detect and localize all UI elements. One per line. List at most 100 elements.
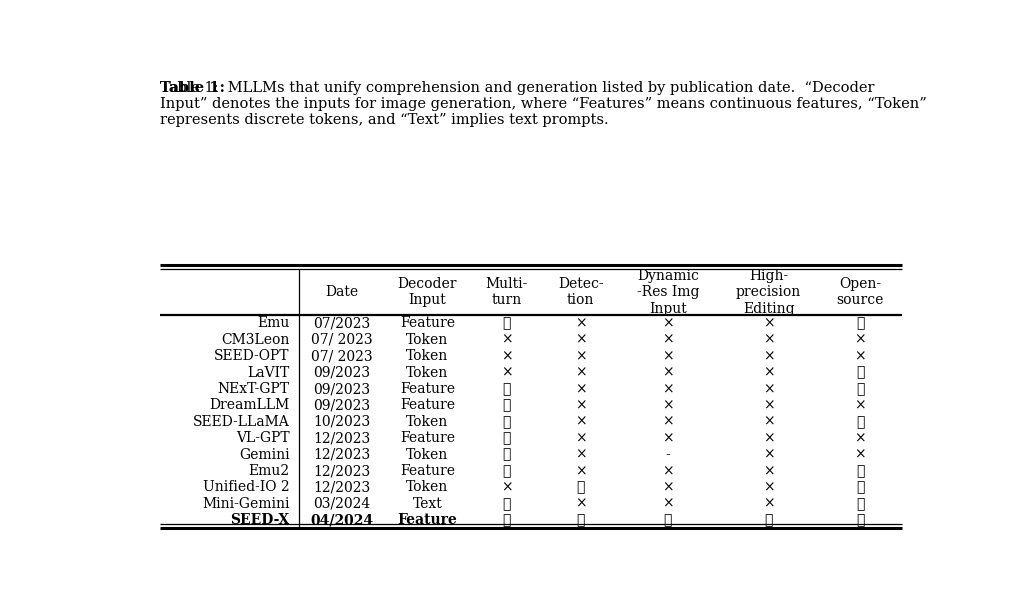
Text: ×: × <box>763 333 774 347</box>
Text: Token: Token <box>407 448 449 462</box>
Text: NExT-GPT: NExT-GPT <box>218 382 290 396</box>
Text: Token: Token <box>407 349 449 363</box>
Text: Dynamic
-Res Img
Input: Dynamic -Res Img Input <box>637 269 699 316</box>
Text: LaVIT: LaVIT <box>248 365 290 379</box>
Text: CM3Leon: CM3Leon <box>221 333 290 347</box>
Text: 12/2023: 12/2023 <box>313 481 371 494</box>
Text: -: - <box>666 448 671 462</box>
Text: ×: × <box>855 398 866 413</box>
Text: Mini-Gemini: Mini-Gemini <box>202 497 290 511</box>
Text: ×: × <box>763 398 774 413</box>
Text: ×: × <box>574 349 587 363</box>
Text: ✓: ✓ <box>664 513 672 527</box>
Text: ✓: ✓ <box>856 415 864 429</box>
Text: Gemini: Gemini <box>239 448 290 462</box>
Text: ×: × <box>763 431 774 445</box>
Text: Decoder
Input: Decoder Input <box>397 277 457 308</box>
Text: ×: × <box>574 415 587 429</box>
Text: ✓: ✓ <box>503 382 511 396</box>
Text: ✓: ✓ <box>577 513 585 527</box>
Text: VL-GPT: VL-GPT <box>236 431 290 445</box>
Text: 07/2023: 07/2023 <box>313 316 371 330</box>
Text: ×: × <box>663 481 674 494</box>
Text: 09/2023: 09/2023 <box>313 365 371 379</box>
Text: Multi-
turn: Multi- turn <box>485 277 528 308</box>
Text: 07/ 2023: 07/ 2023 <box>311 333 373 347</box>
Text: ×: × <box>574 448 587 462</box>
Text: ×: × <box>763 464 774 478</box>
Text: ✓: ✓ <box>856 464 864 478</box>
Text: ✓: ✓ <box>856 513 864 527</box>
Text: 10/2023: 10/2023 <box>313 415 371 429</box>
Text: Emu: Emu <box>257 316 290 330</box>
Text: ✓: ✓ <box>856 481 864 494</box>
Text: ✓: ✓ <box>577 481 585 494</box>
Text: Text: Text <box>413 497 442 511</box>
Text: ✓: ✓ <box>856 365 864 379</box>
Text: ×: × <box>574 382 587 396</box>
Text: Unified-IO 2: Unified-IO 2 <box>203 481 290 494</box>
Text: ×: × <box>763 316 774 330</box>
Text: ✓: ✓ <box>503 398 511 413</box>
Text: Token: Token <box>407 415 449 429</box>
Text: Emu2: Emu2 <box>249 464 290 478</box>
Text: ×: × <box>501 481 513 494</box>
Text: Detec-
tion: Detec- tion <box>558 277 603 308</box>
Text: ✓: ✓ <box>856 497 864 511</box>
Text: Feature: Feature <box>399 464 455 478</box>
Text: SEED-LLaMA: SEED-LLaMA <box>193 415 290 429</box>
Text: SEED-OPT: SEED-OPT <box>214 349 290 363</box>
Text: ×: × <box>574 431 587 445</box>
Text: ✓: ✓ <box>503 431 511 445</box>
Text: ✓: ✓ <box>503 448 511 462</box>
Text: ×: × <box>663 382 674 396</box>
Text: 03/2024: 03/2024 <box>313 497 371 511</box>
Text: SEED-X: SEED-X <box>230 513 290 527</box>
Text: ×: × <box>574 316 587 330</box>
Text: ×: × <box>855 333 866 347</box>
Text: Feature: Feature <box>399 398 455 413</box>
Text: ×: × <box>663 365 674 379</box>
Text: ×: × <box>663 497 674 511</box>
Text: ×: × <box>501 349 513 363</box>
Text: 07/ 2023: 07/ 2023 <box>311 349 373 363</box>
Text: ×: × <box>574 497 587 511</box>
Text: 09/2023: 09/2023 <box>313 382 371 396</box>
Text: ×: × <box>574 365 587 379</box>
Text: ×: × <box>763 382 774 396</box>
Text: ×: × <box>763 365 774 379</box>
Text: ×: × <box>501 333 513 347</box>
Text: ×: × <box>574 464 587 478</box>
Text: ×: × <box>663 349 674 363</box>
Text: 04/2024: 04/2024 <box>310 513 374 527</box>
Text: ×: × <box>574 333 587 347</box>
Text: ×: × <box>763 497 774 511</box>
Text: Date: Date <box>326 286 358 299</box>
Text: ×: × <box>855 349 866 363</box>
Text: ✓: ✓ <box>503 497 511 511</box>
Text: 12/2023: 12/2023 <box>313 448 371 462</box>
Text: Feature: Feature <box>399 431 455 445</box>
Text: ×: × <box>663 398 674 413</box>
Text: ✓: ✓ <box>765 513 773 527</box>
Text: ✓: ✓ <box>503 316 511 330</box>
Text: High-
precision
Editing: High- precision Editing <box>736 269 801 316</box>
Text: ×: × <box>763 481 774 494</box>
Text: Feature: Feature <box>399 316 455 330</box>
Text: Feature: Feature <box>397 513 457 527</box>
Text: ×: × <box>763 448 774 462</box>
Text: ×: × <box>663 415 674 429</box>
Text: ×: × <box>574 398 587 413</box>
Text: Token: Token <box>407 481 449 494</box>
Text: ✓: ✓ <box>856 316 864 330</box>
Text: 09/2023: 09/2023 <box>313 398 371 413</box>
Text: ×: × <box>501 365 513 379</box>
Text: ✓: ✓ <box>856 382 864 396</box>
Text: ×: × <box>855 448 866 462</box>
Text: Table 1:  MLLMs that unify comprehension and generation listed by publication da: Table 1: MLLMs that unify comprehension … <box>160 81 927 127</box>
Text: DreamLLM: DreamLLM <box>209 398 290 413</box>
Text: Feature: Feature <box>399 382 455 396</box>
Text: ×: × <box>855 431 866 445</box>
Text: ×: × <box>763 415 774 429</box>
Text: ✓: ✓ <box>503 415 511 429</box>
